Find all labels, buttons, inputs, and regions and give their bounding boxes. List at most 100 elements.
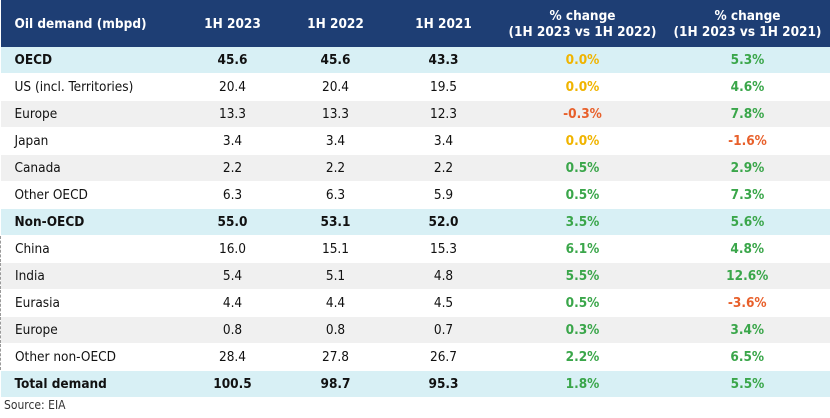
table-body: OECD 45.6 45.6 43.3 0.0% 5.3% US (incl. Territ… [0,47,830,398]
value-1h-2023-text: 3.4 [222,133,243,149]
row-label: China [0,235,181,263]
change-vs-2021-text: -3.6% [727,295,767,311]
value-1h-2022-text: 13.3 [321,106,350,122]
value-1h-2021-text: 43.3 [428,52,459,68]
change-vs-2021: 2.9% [664,154,830,182]
source-note: Source: EIA [4,398,66,412]
change-vs-2022: 2.2% [500,343,665,371]
value-1h-2022-text: 4.4 [325,295,346,311]
value-1h-2023-text: 13.3 [218,106,247,122]
row-label-text: Eurasia [15,295,60,311]
header-change-vs-2022-line1: % change [549,7,616,24]
change-vs-2021-text: 5.6% [730,214,765,230]
change-vs-2022-text: 3.5% [565,214,600,230]
change-vs-2022: -0.3% [500,100,665,128]
change-vs-2022: 0.5% [500,154,665,182]
row-label: Non-OECD [0,208,181,236]
value-1h-2022: 20.4 [284,73,387,101]
change-vs-2022: 0.0% [500,127,665,155]
value-1h-2021: 12.3 [386,100,501,128]
row-label: Total demand [0,370,181,398]
value-1h-2023: 20.4 [180,73,285,101]
value-1h-2021: 4.8 [386,262,501,290]
change-vs-2022-text: 1.8% [565,376,600,392]
value-1h-2023-text: 45.6 [217,52,248,68]
value-1h-2021: 52.0 [386,208,501,236]
row-label: Eurasia [0,289,181,317]
table-row: OECD 45.6 45.6 43.3 0.0% 5.3% [0,47,830,74]
value-1h-2023-text: 5.4 [222,268,243,284]
change-vs-2021-text: 6.5% [730,349,765,365]
change-vs-2022-text: 0.5% [565,295,600,311]
value-1h-2022: 4.4 [284,289,387,317]
value-1h-2023-text: 16.0 [218,241,247,257]
value-1h-2021: 3.4 [386,127,501,155]
value-1h-2021: 15.3 [386,235,501,263]
table-row: Eurasia 4.4 4.4 4.5 0.5% -3.6% [0,289,830,317]
value-1h-2021: 19.5 [386,73,501,101]
value-1h-2022: 0.8 [284,316,387,344]
value-1h-2021-text: 4.5 [433,295,454,311]
value-1h-2022-text: 20.4 [321,79,350,95]
value-1h-2022-text: 0.8 [325,322,346,338]
value-1h-2022-text: 53.1 [320,214,351,230]
table-row: Europe 13.3 13.3 12.3 -0.3% 7.8% [0,100,830,128]
value-1h-2021-text: 15.3 [429,241,458,257]
value-1h-2021: 26.7 [386,343,501,371]
change-vs-2022-text: 0.3% [565,322,600,338]
row-label: Other non-OECD [0,343,181,371]
change-vs-2021: -3.6% [664,289,830,317]
row-label-text: India [15,268,45,284]
value-1h-2022: 15.1 [284,235,387,263]
value-1h-2021: 2.2 [386,154,501,182]
value-1h-2022: 98.7 [284,370,387,398]
value-1h-2023-text: 100.5 [213,376,252,392]
value-1h-2023: 45.6 [180,47,285,74]
value-1h-2023: 100.5 [180,370,285,398]
value-1h-2022-text: 2.2 [325,160,346,176]
row-label: Europe [0,316,181,344]
change-vs-2021: 4.8% [664,235,830,263]
change-vs-2021: -1.6% [664,127,830,155]
oil-demand-table: Oil demand (mbpd) 1H 2023 1H 2022 1H 202… [0,0,830,398]
change-vs-2021-text: 4.8% [730,241,765,257]
change-vs-2021-text: 2.9% [730,160,765,176]
change-vs-2022-text: 2.2% [565,349,600,365]
value-1h-2023: 28.4 [180,343,285,371]
change-vs-2021-text: 5.5% [730,376,765,392]
header-change-vs-2022-line2: (1H 2023 vs 1H 2022) [508,23,657,40]
change-vs-2022: 5.5% [500,262,665,290]
value-1h-2021-text: 3.4 [433,133,454,149]
change-vs-2021-text: 5.3% [730,52,765,68]
change-vs-2021-text: 12.6% [726,268,769,284]
value-1h-2023-text: 28.4 [218,349,247,365]
value-1h-2021-text: 26.7 [429,349,458,365]
change-vs-2021: 6.5% [664,343,830,371]
change-vs-2021: 7.8% [664,100,830,128]
header-1h-2022: 1H 2022 [284,0,387,47]
value-1h-2023: 13.3 [180,100,285,128]
row-label-text: Europe [15,322,58,338]
value-1h-2023-text: 0.8 [222,322,243,338]
value-1h-2021: 95.3 [386,370,501,398]
change-vs-2021-text: 4.6% [730,79,765,95]
value-1h-2023: 5.4 [180,262,285,290]
value-1h-2023-text: 2.2 [222,160,243,176]
value-1h-2021: 0.7 [386,316,501,344]
value-1h-2022: 2.2 [284,154,387,182]
table-row: Europe 0.8 0.8 0.7 0.3% 3.4% [0,316,830,344]
value-1h-2022: 53.1 [284,208,387,236]
value-1h-2023-text: 20.4 [218,79,247,95]
value-1h-2022-text: 15.1 [321,241,350,257]
value-1h-2021-text: 4.8 [433,268,454,284]
row-label-text: Other non-OECD [15,349,116,365]
value-1h-2023-text: 55.0 [217,214,248,230]
table-header-row: Oil demand (mbpd) 1H 2023 1H 2022 1H 202… [0,0,830,47]
change-vs-2022: 0.0% [500,47,665,74]
value-1h-2023-text: 4.4 [222,295,243,311]
value-1h-2023: 2.2 [180,154,285,182]
header-change-vs-2021-line2: (1H 2023 vs 1H 2021) [673,23,822,40]
row-label: India [0,262,181,290]
table-row: Other non-OECD 28.4 27.8 26.7 2.2% 6.5% [0,343,830,371]
